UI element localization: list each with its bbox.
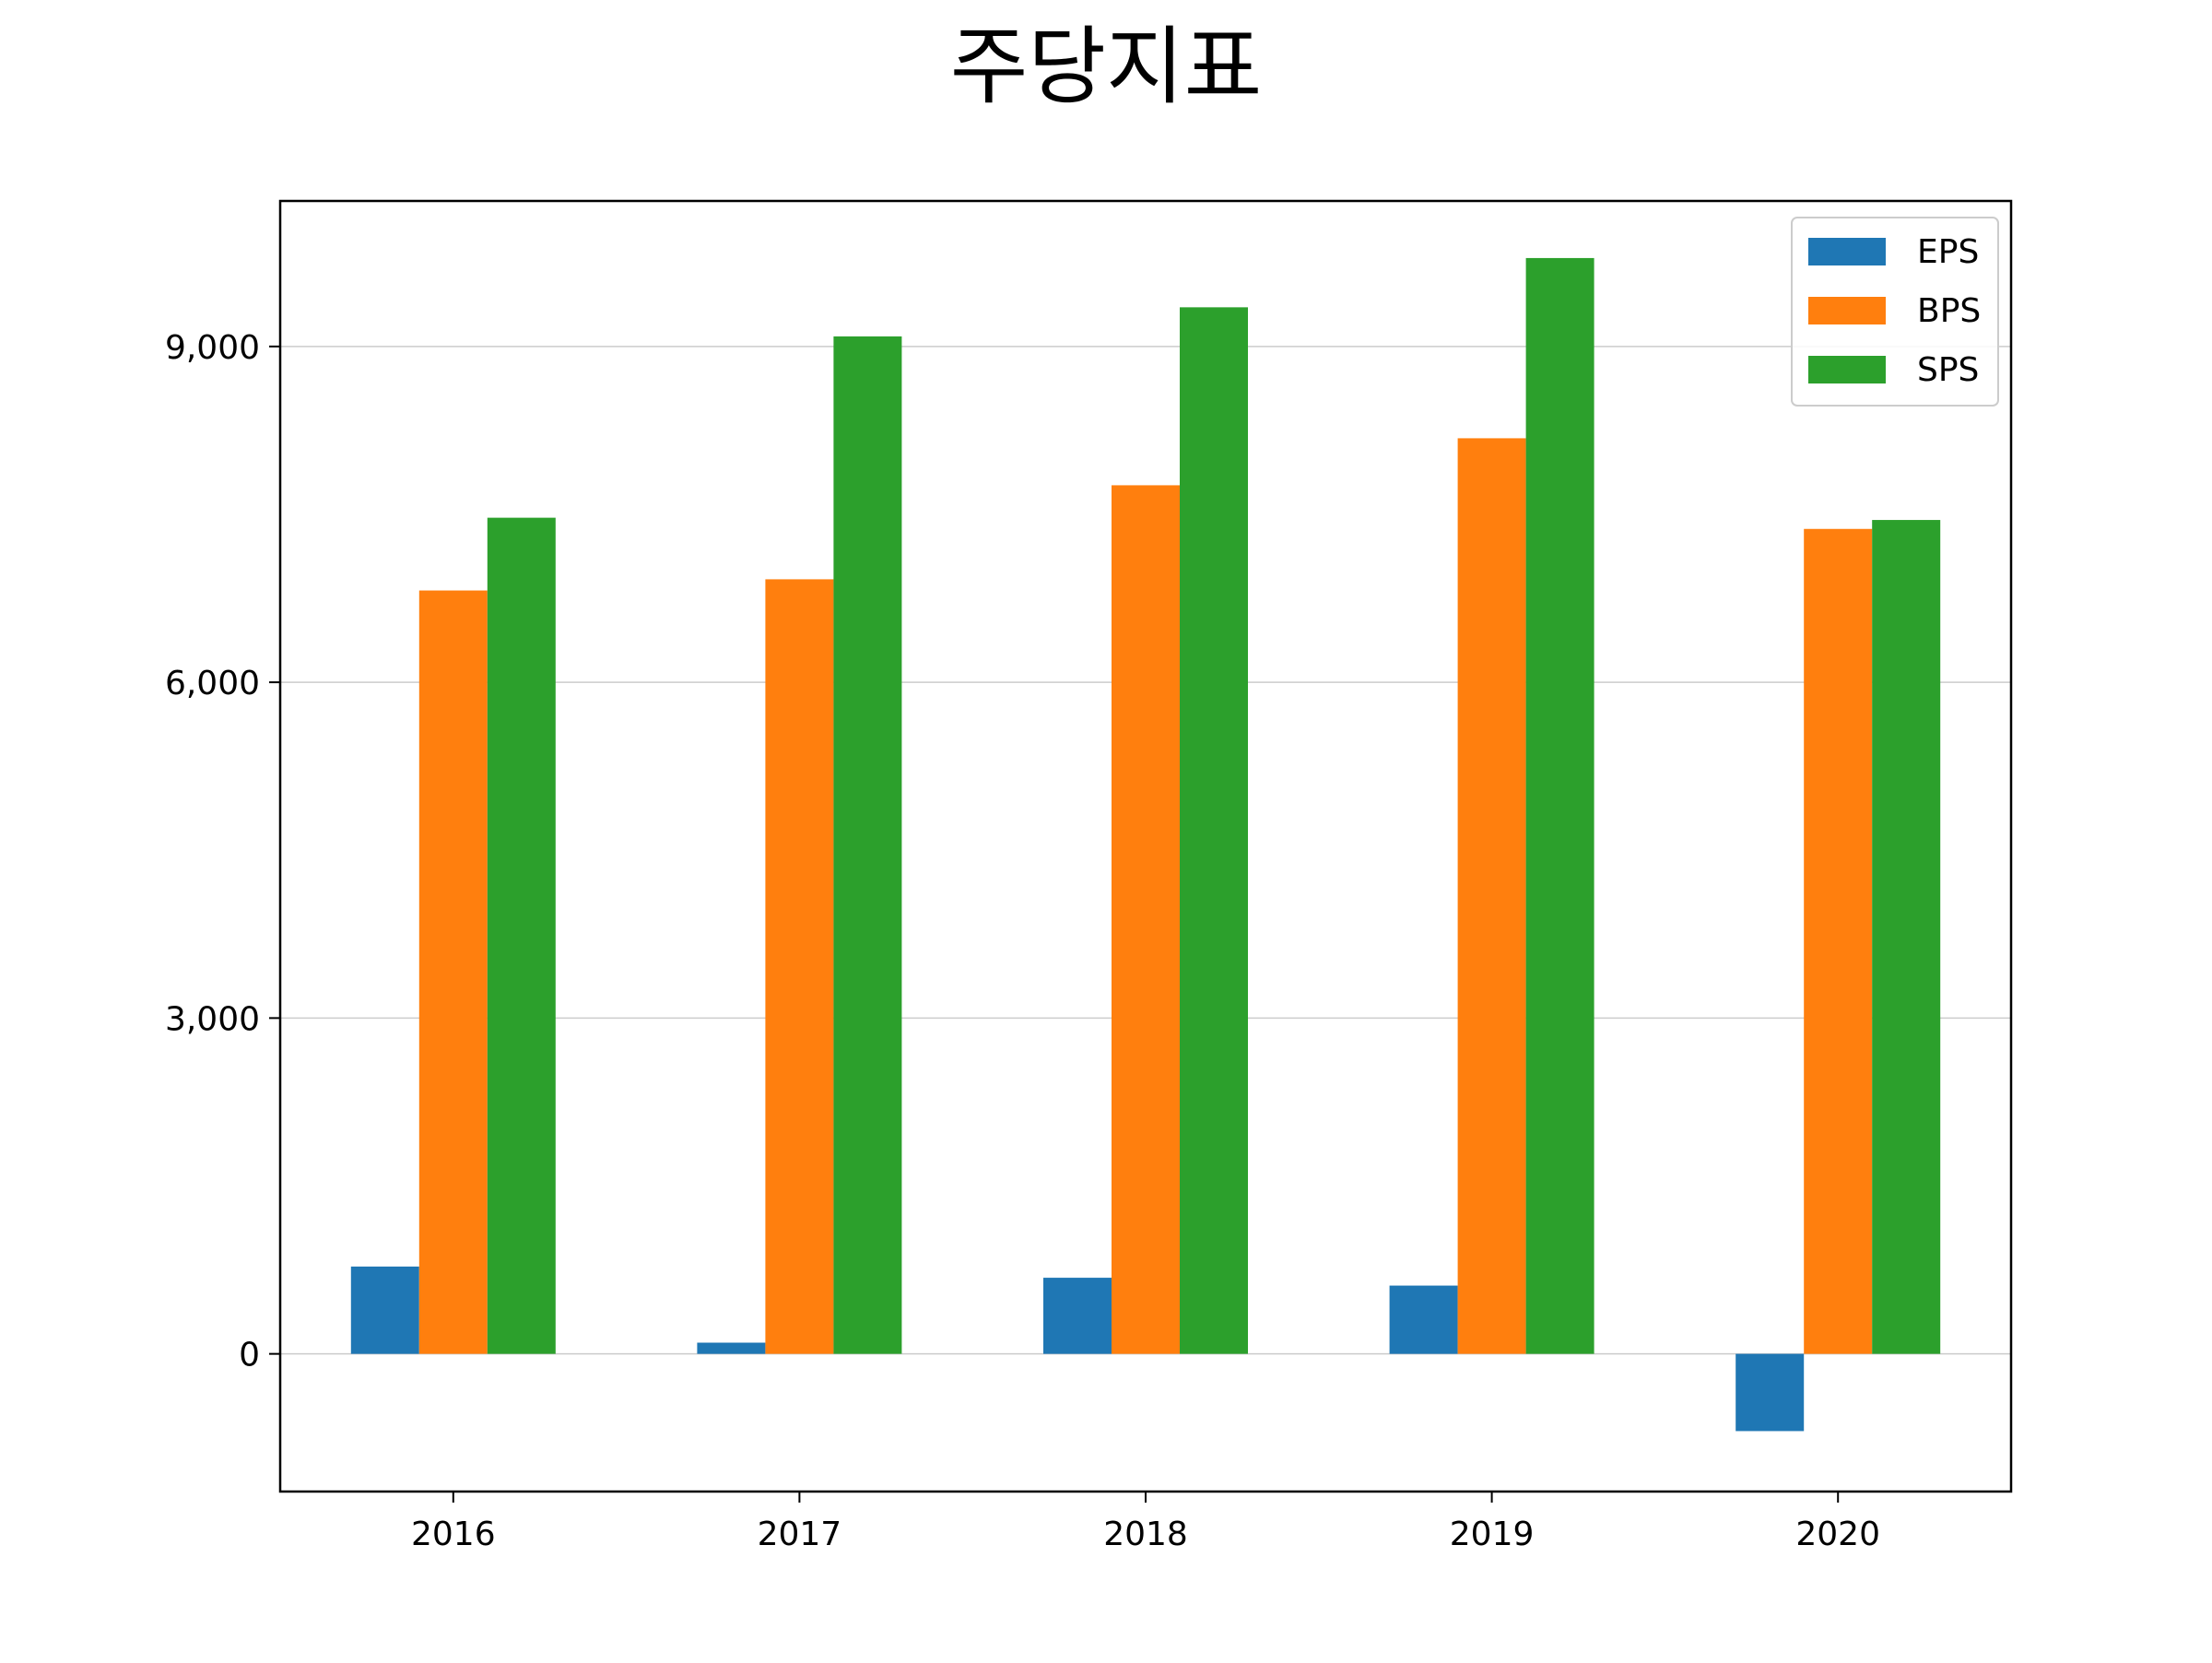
x-tick-label: 2019	[1450, 1516, 1535, 1553]
bar-bps-2018	[1112, 485, 1180, 1354]
x-tick-label: 2018	[1103, 1516, 1188, 1553]
y-tick-label: 0	[239, 1337, 260, 1374]
bar-eps-2017	[697, 1342, 766, 1354]
x-tick-label: 2017	[758, 1516, 842, 1553]
bar-sps-2019	[1525, 257, 1594, 1354]
legend-label-eps: EPS	[1917, 233, 1979, 271]
bar-eps-2020	[1735, 1353, 1805, 1432]
bar-eps-2019	[1389, 1285, 1458, 1354]
legend-swatch-sps	[1808, 356, 1886, 383]
bar-sps-2020	[1872, 520, 1941, 1354]
legend-label-bps: BPS	[1917, 292, 1981, 330]
y-tick-label: 3,000	[165, 1000, 260, 1038]
legend-swatch-bps	[1808, 297, 1886, 324]
bar-sps-2016	[487, 517, 556, 1354]
bar-eps-2016	[350, 1266, 419, 1354]
y-tick-label: 9,000	[165, 329, 260, 367]
bar-sps-2017	[833, 336, 902, 1354]
bar-bps-2016	[418, 590, 488, 1354]
y-tick-label: 6,000	[165, 665, 260, 702]
bar-sps-2018	[1180, 307, 1248, 1354]
x-tick-label: 2020	[1795, 1516, 1880, 1553]
axes: 0 3,000 6,000 9,000 2016 2017 2018 2019 2020	[165, 329, 1880, 1553]
bar-eps-2018	[1043, 1278, 1112, 1354]
legend: EPS BPS SPS	[1791, 217, 1999, 407]
bar-bps-2017	[765, 579, 834, 1354]
legend-swatch-eps	[1808, 238, 1886, 265]
legend-label-sps: SPS	[1917, 351, 1979, 389]
bars	[350, 257, 1941, 1432]
x-tick-label: 2016	[411, 1516, 496, 1553]
bar-bps-2020	[1804, 528, 1873, 1354]
chart-title: 주당지표	[949, 18, 1263, 116]
bar-bps-2019	[1457, 438, 1526, 1354]
